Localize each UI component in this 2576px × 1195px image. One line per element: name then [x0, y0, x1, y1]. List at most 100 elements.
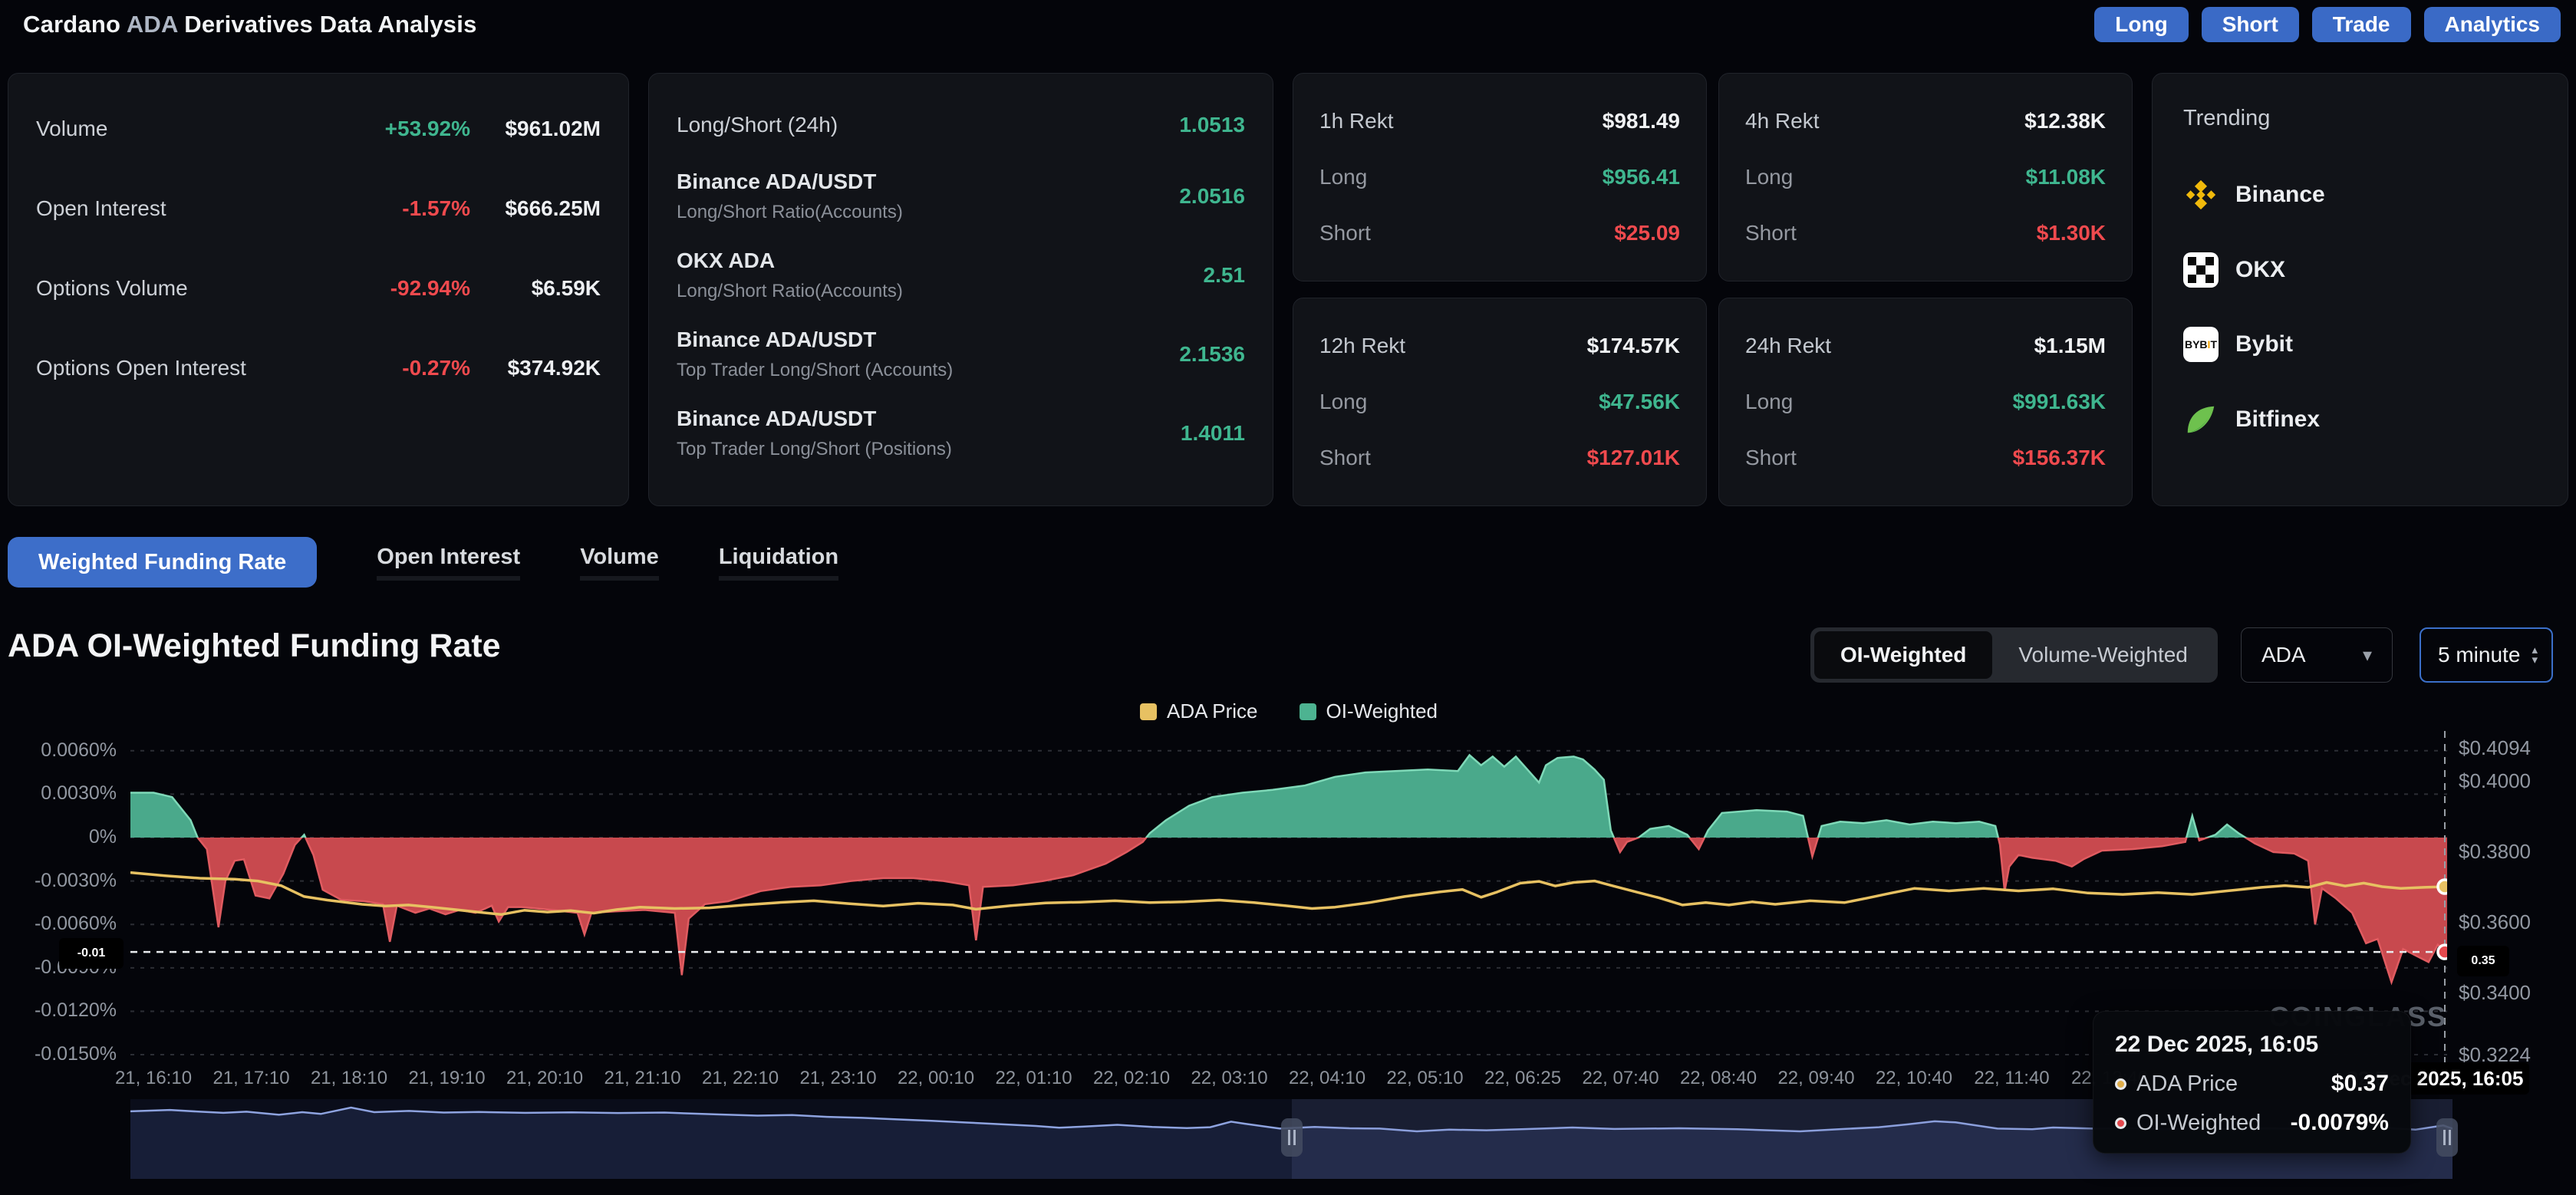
interval-select[interactable]: 5 minute ▴ ▾	[2420, 627, 2553, 683]
tab-open-interest[interactable]: Open Interest	[377, 545, 521, 581]
trending-item-bitfinex[interactable]: Bitfinex	[2183, 402, 2320, 437]
trending-item-binance[interactable]: Binance	[2183, 177, 2325, 212]
rekt-long-value: $991.63K	[2012, 390, 2106, 413]
navigator-handle-right[interactable]	[2436, 1118, 2458, 1157]
rekt-short-value: $127.01K	[1586, 446, 1680, 469]
stat-label: Open Interest	[36, 196, 166, 220]
ratio-row: Binance ADA/USDT Top Trader Long/Short (…	[677, 328, 1245, 381]
x-axis-tick: 21, 16:10	[114, 1068, 193, 1088]
rekt-title: 12h Rekt	[1319, 334, 1406, 357]
trending-name: OKX	[2235, 257, 2286, 282]
stat-row-options-open-interest: Options Open Interest -0.27% $374.92K	[36, 351, 601, 385]
long-button[interactable]: Long	[2094, 7, 2189, 42]
rekt-total: $12.38K	[2024, 109, 2106, 133]
rekt-card-12h: 12h Rekt $174.57K Long $47.56K Short $127.0…	[1293, 298, 1707, 506]
tab-liquidation[interactable]: Liquidation	[718, 545, 839, 581]
short-button[interactable]: Short	[2201, 7, 2299, 42]
left-axis-tick: 0%	[88, 826, 117, 848]
rekt-short-label: Short	[1745, 446, 1797, 469]
x-axis-tick: 22, 08:40	[1679, 1068, 1757, 1088]
x-axis-tick: 22, 07:40	[1582, 1068, 1659, 1088]
ratio-title: Long/Short (24h)	[677, 113, 838, 137]
tab-weighted-funding-rate[interactable]: Weighted Funding Rate	[8, 537, 318, 588]
rekt-title: 1h Rekt	[1319, 109, 1394, 133]
left-axis-tick: -0.0060%	[34, 913, 117, 935]
ratio-subtitle: Top Trader Long/Short (Positions)	[677, 439, 952, 459]
stat-row-options-volume: Options Volume -92.94% $6.59K	[36, 272, 601, 305]
ada-price-dot-icon	[2115, 1078, 2126, 1090]
x-axis-tick: 21, 19:10	[408, 1068, 486, 1088]
x-axis-tick: 22, 04:10	[1288, 1068, 1366, 1088]
x-axis-tick: 22, 03:10	[1191, 1068, 1268, 1088]
legend-ada-price[interactable]: ADA Price	[1140, 700, 1258, 723]
pair-select[interactable]: ADA ▾	[2241, 627, 2393, 683]
x-axis-tick: 21, 23:10	[799, 1068, 877, 1088]
trade-button[interactable]: Trade	[2311, 7, 2411, 42]
trending-name: Bitfinex	[2235, 407, 2321, 432]
ratio-value: 2.51	[1203, 263, 1246, 287]
stat-change: +53.92%	[384, 117, 470, 140]
ratio-row: Binance ADA/USDT Long/Short Ratio(Accoun…	[677, 170, 1245, 223]
pair-select-value: ADA	[2261, 643, 2306, 667]
stat-change: -0.27%	[402, 356, 470, 380]
tooltip-series: OI-Weighted	[2136, 1110, 2261, 1135]
long-short-ratio-card: Long/Short (24h) 1.0513 Binance ADA/USDT…	[648, 73, 1273, 506]
ratio-subtitle: Top Trader Long/Short (Accounts)	[677, 360, 954, 380]
x-axis-tick: 22, 11:40	[1974, 1068, 2050, 1088]
x-axis-tick: 22, 01:10	[995, 1068, 1072, 1088]
oi-weighted-dot-icon	[2115, 1117, 2126, 1129]
right-axis-tick: $0.3800	[2459, 839, 2531, 863]
ratio-title: Binance ADA/USDT	[677, 407, 877, 430]
okx-icon	[2183, 252, 2219, 288]
oi-weighted-swatch	[1299, 703, 1316, 720]
stat-value: $6.59K	[531, 276, 601, 300]
price-marker-label: 0.35	[2457, 946, 2509, 977]
ratio-title: Binance ADA/USDT	[677, 328, 877, 351]
stat-change: -92.94%	[390, 276, 470, 300]
tooltip-value: $0.37	[2331, 1071, 2389, 1096]
stat-row-volume: Volume +53.92% $961.02M	[36, 112, 601, 146]
rekt-card-24h: 24h Rekt $1.15M Long $991.63K Short $156.37…	[1718, 298, 2133, 506]
rekt-short-value: $25.09	[1614, 221, 1680, 245]
toggle-volume-weighted[interactable]: Volume-Weighted	[2018, 643, 2188, 667]
rekt-card-4h: 4h Rekt $12.38K Long $11.08K Short $1.30K	[1718, 73, 2133, 281]
funding-marker-label: -0.01	[59, 938, 124, 969]
stat-change: -1.57%	[402, 196, 470, 220]
left-axis-tick: 0.0060%	[41, 739, 117, 761]
market-stats-card: Volume +53.92% $961.02M Open Interest -1…	[8, 73, 629, 506]
tab-volume[interactable]: Volume	[580, 545, 659, 581]
plot-area[interactable]	[130, 731, 2453, 1075]
stat-value: $961.02M	[505, 117, 601, 140]
ratio-subtitle: Long/Short Ratio(Accounts)	[677, 281, 903, 301]
left-axis-tick: 0.0030%	[41, 782, 117, 805]
rekt-title: 4h Rekt	[1745, 109, 1820, 133]
legend-oi-weighted[interactable]: OI-Weighted	[1299, 700, 1438, 723]
bybit-icon: BYBIT	[2183, 327, 2219, 362]
x-axis-tick: 21, 18:10	[310, 1068, 388, 1088]
toggle-oi-weighted[interactable]: OI-Weighted	[1814, 631, 1993, 679]
rekt-short-label: Short	[1319, 221, 1371, 245]
rekt-card-1h: 1h Rekt $981.49 Long $956.41 Short $25.09	[1293, 73, 1707, 281]
ratio-value: 2.0516	[1179, 184, 1245, 208]
tooltip-title: 22 Dec 2025, 16:05	[2115, 1032, 2319, 1057]
chevron-down-icon: ▾	[2362, 644, 2372, 666]
legend-label: OI-Weighted	[1326, 700, 1438, 723]
rekt-short-label: Short	[1745, 221, 1797, 245]
x-axis-tick: 21, 17:10	[212, 1068, 290, 1088]
ratio-value: 1.4011	[1180, 421, 1245, 445]
bitfinex-icon	[2183, 402, 2219, 437]
trending-card: Trending Binance OKX BYBIT Bybit	[2152, 73, 2568, 506]
trending-item-okx[interactable]: OKX	[2183, 252, 2285, 288]
trending-name: Binance	[2235, 182, 2325, 207]
spinner-icon: ▴ ▾	[2532, 644, 2538, 667]
navigator-handle-left[interactable]	[1281, 1118, 1303, 1157]
x-axis-tick: 21, 21:10	[604, 1068, 681, 1088]
interval-value: 5 minute	[2438, 643, 2521, 667]
analytics-button[interactable]: Analytics	[2423, 7, 2561, 42]
funding-rate-chart: ADA Price OI-Weighted 0.0060% 0.0030% 0% -0…	[0, 690, 2576, 1154]
chart-tooltip: 22 Dec 2025, 16:05 ADA Price $0.37 OI-We…	[2093, 1011, 2411, 1154]
rekt-total: $174.57K	[1586, 334, 1680, 357]
trending-item-bybit[interactable]: BYBIT Bybit	[2183, 327, 2293, 362]
x-axis-tick: 21, 22:10	[701, 1068, 779, 1088]
x-axis-tick: 22, 05:10	[1386, 1068, 1464, 1088]
